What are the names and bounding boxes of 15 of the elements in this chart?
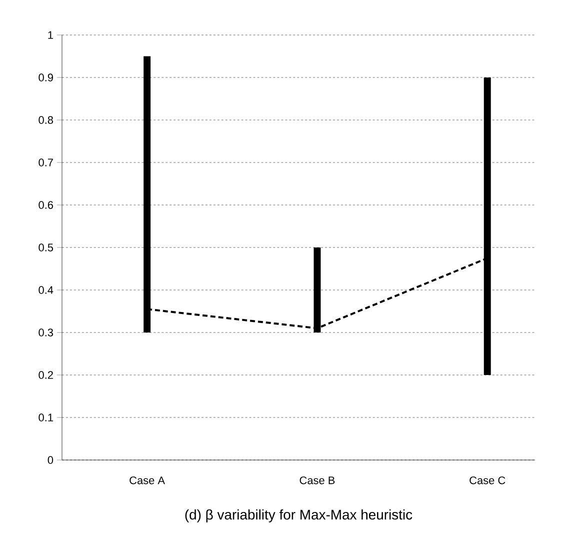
y-tick-label: 0.5: [38, 244, 54, 252]
x-tick-label: Case B: [300, 476, 335, 484]
text: (d) β variability for Max-Max heuristic: [185, 509, 412, 522]
y-tick-label: 0: [48, 456, 54, 464]
y-tick-label: 0.7: [38, 158, 53, 166]
y-tick-label: 0.2: [38, 371, 53, 379]
y-tick-label: 0.9: [38, 74, 53, 82]
y-tick-label: 0.3: [38, 328, 54, 336]
y-tick-label: 0.1: [38, 414, 53, 422]
y-tick-label: 1: [48, 31, 53, 39]
y-tick-label: 0.4: [38, 286, 54, 294]
x-tick-label: Case A: [130, 476, 165, 484]
y-tick-label: 0.8: [38, 116, 54, 124]
x-tick-label: Case C: [470, 476, 506, 484]
y-tick-label: 0.6: [38, 201, 54, 209]
